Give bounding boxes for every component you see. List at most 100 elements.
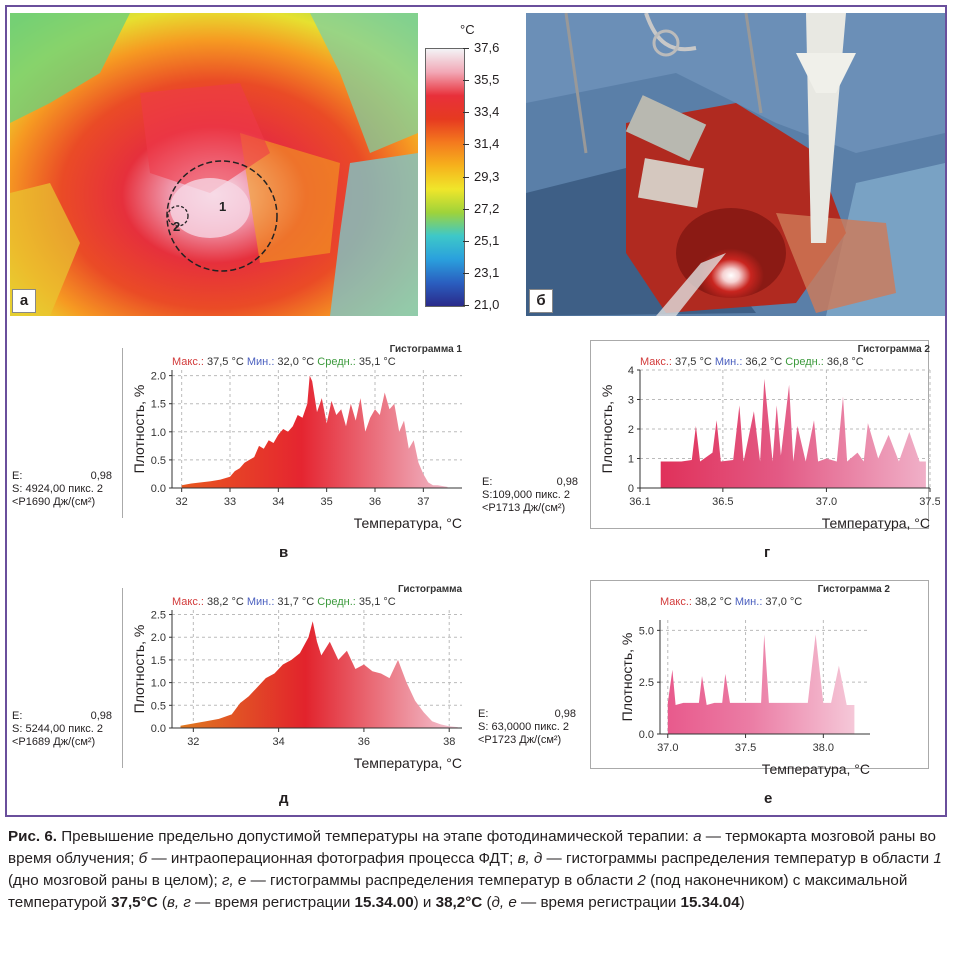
chart-stats: Макс.: 37,5 °C Мин.: 32,0 °C Средн.: 35,…	[172, 356, 396, 368]
panel-letter-e: е	[764, 790, 773, 807]
panel-letter-d: д	[279, 790, 289, 807]
colorbar-tick-mark	[463, 48, 469, 49]
colorbar-tick: 37,6	[474, 40, 500, 55]
colorbar-tick-mark	[463, 305, 469, 306]
region-1-label: 1	[219, 199, 226, 214]
xtick-label: 32	[176, 496, 188, 508]
ytick-label: 1.0	[151, 427, 166, 439]
ytick-label: 2	[628, 424, 634, 436]
figure-caption: Рис. 6. Превышение предельно допустимой …	[8, 828, 942, 911]
x-axis-label: Температура, °C	[354, 755, 462, 771]
colorbar-tick-mark	[463, 112, 469, 114]
x-axis-label: Температура, °C	[822, 515, 930, 531]
chart-title: Гистограмма	[398, 584, 463, 595]
y-axis-label: Плотность, %	[131, 625, 147, 714]
colorbar-tick: 23,1	[474, 264, 500, 280]
ytick-label: 5.0	[639, 625, 654, 637]
ytick-label: 1.5	[151, 399, 166, 411]
thermogram-image: 1 2	[10, 13, 418, 316]
colorbar-tick: 29,3	[474, 168, 500, 184]
series-area	[180, 621, 458, 728]
chart-stats: Макс.: 38,2 °C Мин.: 31,7 °C Средн.: 35,…	[172, 596, 396, 608]
ytick-label: 1.5	[151, 655, 166, 667]
xtick-label: 37.0	[816, 496, 837, 508]
ytick-label: 1	[628, 454, 634, 466]
ytick-label: 4	[628, 365, 634, 377]
xtick-label: 36	[369, 496, 381, 508]
colorbar-tick-mark	[463, 208, 469, 210]
meta-e: E: 0,98 S: 63,0000 пикс. 2 <P1723 Дж/(см²…	[478, 708, 576, 746]
ytick-label: 0.5	[151, 700, 166, 712]
xtick-label: 36.1	[629, 496, 650, 508]
colorbar-tick: 33,4	[474, 104, 500, 120]
xtick-label: 36.5	[712, 496, 733, 508]
chart-title: Гистограмма 2	[818, 584, 891, 595]
colorbar-tick: 35,5	[474, 72, 500, 88]
meta-g: E: 0,98 S:109,000 пикс. 2 <P1713 Дж/(см²)	[482, 476, 578, 514]
xtick-label: 38.0	[813, 742, 834, 754]
colorbar-tick-mark	[463, 272, 469, 274]
histogram-v: Гистограмма 1 Макс.: 37,5 °C Мин.: 32,0 °…	[122, 340, 472, 530]
xtick-label: 36	[358, 736, 370, 748]
chart-border	[590, 580, 929, 769]
colorbar-unit: °C	[460, 22, 475, 37]
chart-title: Гистограмма 2	[858, 344, 931, 355]
chart-stats: Макс.: 38,2 °C Мин.: 37,0 °C	[660, 596, 802, 608]
meta-v: E: 0,98 S: 4924,00 пикс. 2 <P1690 Дж/(см²…	[12, 470, 112, 508]
xtick-label: 37.0	[657, 742, 678, 754]
chart-title: Гистограмма 1	[390, 344, 463, 355]
chart-stats: Макс.: 37,5 °C Мин.: 36,2 °C Средн.: 36,…	[640, 356, 864, 368]
histogram-g: Гистограмма 2 Макс.: 37,5 °C Мин.: 36,2 °…	[590, 340, 940, 540]
panel-letter-v: в	[279, 544, 289, 561]
chart-border	[590, 340, 929, 529]
series-area	[181, 375, 448, 488]
ytick-label: 2.5	[639, 677, 654, 689]
ytick-label: 2.0	[151, 632, 166, 644]
ytick-label: 0.0	[151, 723, 166, 735]
ytick-label: 0	[628, 483, 634, 495]
xtick-label: 32	[187, 736, 199, 748]
ytick-label: 0.5	[151, 455, 166, 467]
ytick-label: 0.0	[639, 729, 654, 741]
x-axis-label: Температура, °C	[762, 761, 870, 777]
panel-letter-g: г	[764, 544, 771, 561]
meta-d: E: 0,98 S: 5244,00 пикс. 2 <P1689 Дж/(см²…	[12, 710, 112, 748]
xtick-label: 37.5	[735, 742, 756, 754]
colorbar-tick-mark	[463, 144, 469, 146]
figure-frame	[5, 5, 947, 817]
xtick-label: 33	[224, 496, 236, 508]
histogram-d: Гистограмма Макс.: 38,2 °C Мин.: 31,7 °C …	[122, 580, 472, 780]
region-2-label: 2	[173, 219, 180, 234]
ytick-label: 2.5	[151, 610, 166, 622]
panel-letter-a: а	[12, 289, 36, 313]
colorbar	[425, 48, 465, 307]
xtick-label: 37	[417, 496, 429, 508]
y-axis-label: Плотность, %	[619, 633, 635, 722]
colorbar-tick: 21,0	[474, 297, 500, 312]
y-axis-label: Плотность, %	[131, 385, 147, 474]
colorbar-tick-mark	[463, 176, 469, 178]
ytick-label: 1.0	[151, 678, 166, 690]
ytick-label: 2.0	[151, 371, 166, 383]
chart-svg: Гистограмма 2 Макс.: 38,2 °C Мин.: 37,0 °…	[590, 580, 929, 777]
series-area	[660, 378, 926, 488]
y-axis-label: Плотность, %	[599, 385, 615, 474]
xtick-label: 34	[272, 736, 284, 748]
panel-letter-b: б	[529, 289, 553, 313]
colorbar-tick: 25,1	[474, 232, 500, 248]
surgery-photo	[526, 13, 945, 316]
xtick-label: 37.5	[919, 496, 940, 508]
xtick-label: 35	[321, 496, 333, 508]
colorbar-tick-mark	[463, 240, 469, 242]
colorbar-tick: 31,4	[474, 136, 500, 152]
colorbar-tick-mark	[463, 80, 469, 82]
xtick-label: 34	[272, 496, 284, 508]
ytick-label: 3	[628, 395, 634, 407]
colorbar-tick: 27,2	[474, 200, 500, 216]
ytick-label: 0.0	[151, 483, 166, 495]
xtick-label: 38	[443, 736, 455, 748]
x-axis-label: Температура, °C	[354, 515, 462, 530]
